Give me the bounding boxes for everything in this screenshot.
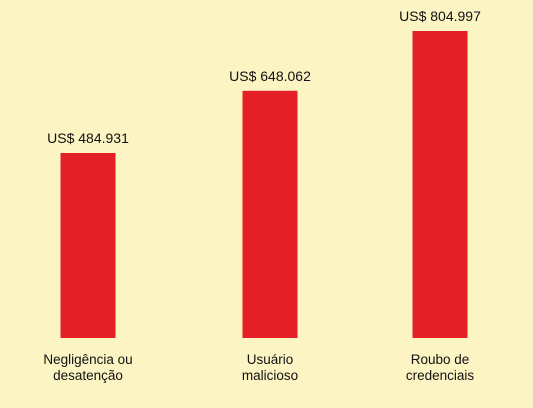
value-label-1: US$ 484.931 — [47, 130, 129, 146]
category-label-3-line-2: credenciais — [406, 368, 475, 383]
category-label-1-line-2: desatenção — [53, 368, 123, 383]
bar-3 — [412, 31, 468, 338]
bar-2 — [242, 90, 298, 338]
category-label-2-line-1: Usuário — [247, 352, 294, 367]
bar-1 — [60, 153, 116, 338]
value-label-3: US$ 804.997 — [399, 8, 481, 24]
category-label-2-line-2: malicioso — [242, 368, 298, 383]
category-label-3-line-1: Roubo de — [411, 352, 470, 367]
value-label-2: US$ 648.062 — [229, 68, 311, 84]
category-label-1-line-1: Negligência ou — [43, 352, 132, 367]
